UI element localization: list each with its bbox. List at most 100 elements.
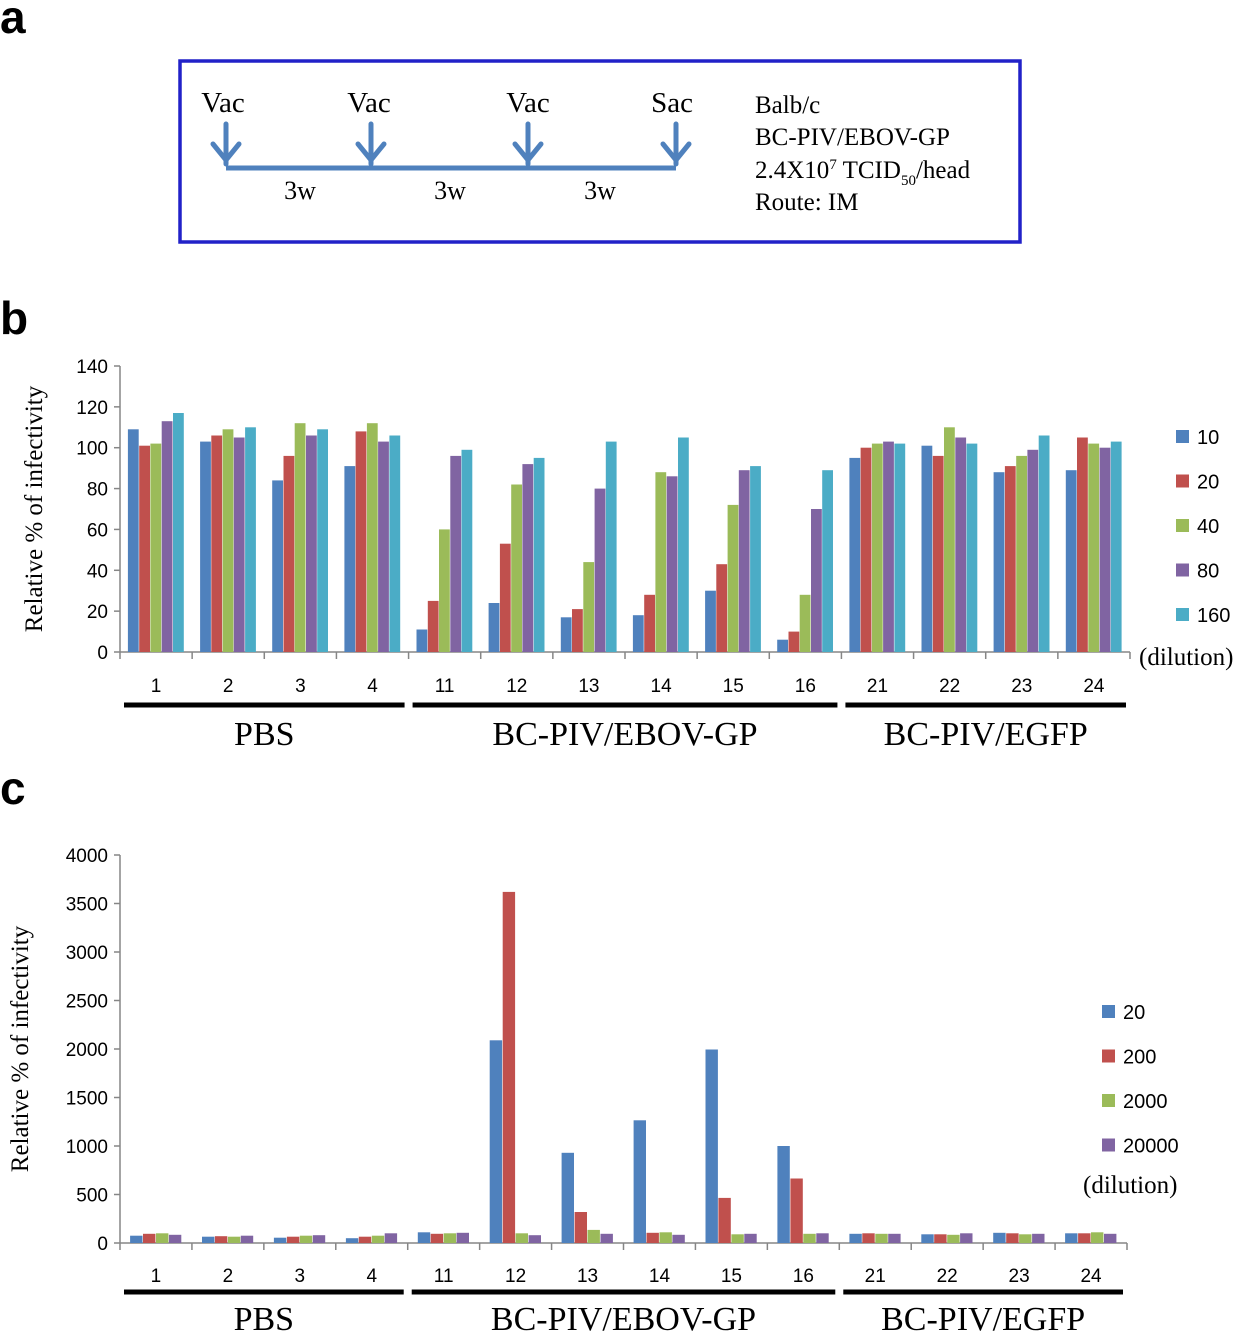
bar-40-24 xyxy=(1088,443,1100,652)
bar-20-13 xyxy=(561,1152,574,1243)
down-arrow-icon xyxy=(512,121,544,167)
bar-80-11 xyxy=(450,455,462,652)
legend-swatch-20000 xyxy=(1102,1138,1115,1152)
down-arrow-icon xyxy=(210,121,242,167)
y-tick-label: 4000 xyxy=(66,846,108,867)
bar-40-3 xyxy=(294,423,306,652)
bar-80-3 xyxy=(306,435,317,652)
legend-swatch-10 xyxy=(1176,430,1189,443)
legend-label-20000: 20000 xyxy=(1123,1136,1179,1158)
bar-20-23 xyxy=(1004,466,1016,652)
bar-10-3 xyxy=(272,480,283,652)
bar-40-15 xyxy=(727,504,739,652)
legend-label-20: 20 xyxy=(1123,1002,1145,1024)
legend-swatch-200 xyxy=(1102,1049,1115,1063)
bar-40-22 xyxy=(944,427,955,652)
x-tick-label: 3 xyxy=(295,676,306,697)
bar-20-4 xyxy=(355,431,367,652)
x-tick-label: 13 xyxy=(578,676,599,697)
bar-20-24 xyxy=(1065,1233,1078,1243)
bar-20000-4 xyxy=(384,1233,398,1243)
legend-swatch-160 xyxy=(1176,608,1189,621)
bar-20000-23 xyxy=(1032,1233,1045,1243)
bar-10-16 xyxy=(777,639,788,652)
x-tick-label: 2 xyxy=(223,1266,234,1287)
bar-10-11 xyxy=(416,629,428,652)
x-tick-label: 21 xyxy=(867,676,888,697)
bar-20000-15 xyxy=(744,1233,757,1243)
bar-20-22 xyxy=(921,1234,934,1243)
x-tick-label: 15 xyxy=(723,676,744,697)
bar-20-1 xyxy=(139,445,150,652)
x-tick-label: 24 xyxy=(1080,1266,1102,1287)
bar-20-2 xyxy=(211,435,223,652)
y-tick-label: 2000 xyxy=(66,1040,108,1061)
bar-200-22 xyxy=(934,1234,947,1243)
bar-2000-14 xyxy=(659,1232,672,1243)
bar-20000-13 xyxy=(600,1233,613,1243)
x-tick-label: 23 xyxy=(1009,1266,1030,1287)
event-label-vac-2: Vac xyxy=(347,87,390,119)
bar-2000-2 xyxy=(227,1236,241,1243)
bar-20-11 xyxy=(427,600,439,652)
bar-20-24 xyxy=(1077,437,1088,652)
y-tick-label: 100 xyxy=(76,439,108,460)
bar-2000-16 xyxy=(803,1233,816,1243)
bar-2000-13 xyxy=(587,1229,600,1243)
timeline-event-4: Sac xyxy=(651,87,693,167)
bar-20-23 xyxy=(993,1232,1006,1243)
bar-200-24 xyxy=(1078,1233,1091,1243)
bar-20000-22 xyxy=(960,1233,973,1243)
bar-160-11 xyxy=(461,449,473,652)
bar-200-15 xyxy=(718,1197,731,1243)
bar-160-4 xyxy=(389,435,401,652)
bar-40-21 xyxy=(871,443,883,652)
y-tick-label: 500 xyxy=(76,1186,108,1207)
timeline-event-3: Vac xyxy=(506,87,550,167)
bar-160-22 xyxy=(966,443,978,652)
x-tick-label: 21 xyxy=(865,1266,886,1287)
legend-label-80: 80 xyxy=(1197,561,1219,583)
x-tick-label: 24 xyxy=(1083,676,1105,697)
interval-label-2: 3w xyxy=(434,176,466,205)
bar-200-12 xyxy=(502,891,516,1243)
bar-20-1 xyxy=(130,1235,143,1243)
bar-20000-14 xyxy=(672,1234,685,1243)
x-tick-label: 14 xyxy=(649,1266,671,1287)
bar-200-2 xyxy=(214,1236,228,1243)
bar-20-4 xyxy=(345,1238,359,1243)
y-tick-label: 3500 xyxy=(66,895,108,916)
bar-20-14 xyxy=(644,594,655,652)
x-tick-label: 11 xyxy=(434,1266,454,1287)
bar-2000-24 xyxy=(1091,1232,1104,1243)
down-arrow-icon xyxy=(660,121,692,167)
bar-160-1 xyxy=(173,413,184,652)
bar-20-3 xyxy=(283,455,295,652)
info-strain: Balb/c xyxy=(755,92,820,119)
group-label: PBS xyxy=(234,716,295,753)
bar-10-12 xyxy=(488,603,500,652)
y-tick-label: 0 xyxy=(97,643,108,664)
bar-10-2 xyxy=(200,441,211,652)
x-tick-label: 23 xyxy=(1011,676,1032,697)
bar-40-14 xyxy=(655,472,667,652)
bar-80-4 xyxy=(378,441,389,652)
bar-40-2 xyxy=(222,429,234,652)
bar-160-12 xyxy=(533,457,545,652)
x-tick-label: 11 xyxy=(435,676,455,697)
bar-80-13 xyxy=(594,488,606,652)
bar-200-11 xyxy=(430,1233,444,1243)
y-axis-title: Relative % of infectivity xyxy=(21,385,48,632)
bar-20000-12 xyxy=(528,1235,541,1243)
bar-40-13 xyxy=(583,562,595,652)
bar-200-13 xyxy=(574,1212,587,1243)
info-vaccine: BC-PIV/EBOV-GP xyxy=(755,124,950,151)
event-label-vac-3: Vac xyxy=(506,87,549,119)
legend-label-2000: 2000 xyxy=(1123,1091,1168,1113)
x-tick-label: 4 xyxy=(366,1266,377,1287)
bar-80-12 xyxy=(522,464,534,652)
timeline-event-1: Vac xyxy=(201,87,245,167)
bar-20-22 xyxy=(932,455,944,652)
bar-80-24 xyxy=(1099,447,1111,652)
bar-160-2 xyxy=(245,427,256,652)
